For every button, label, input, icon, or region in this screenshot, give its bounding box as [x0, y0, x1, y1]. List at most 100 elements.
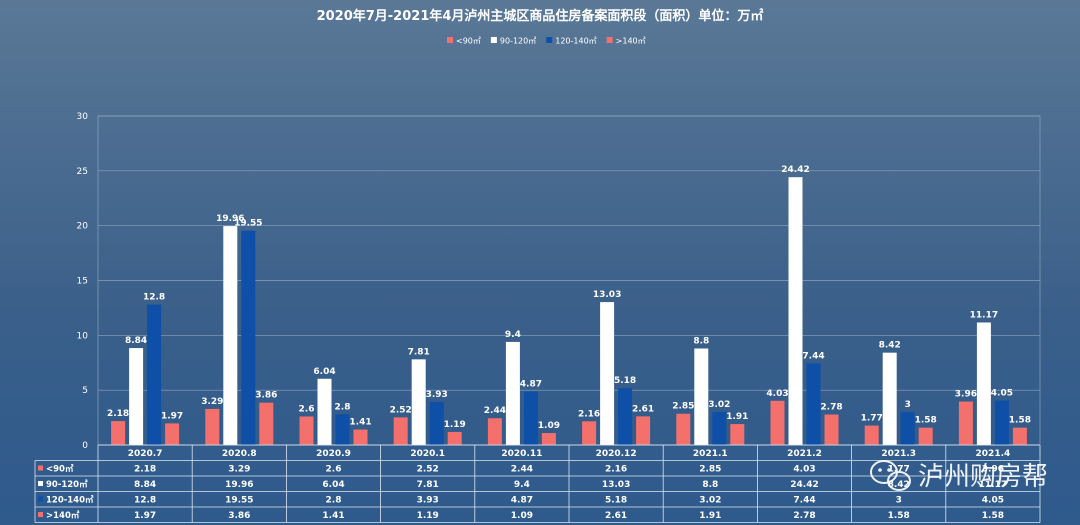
table-legend-key [38, 496, 43, 502]
bar [165, 423, 180, 445]
bar [676, 413, 691, 445]
bar [393, 417, 408, 445]
table-cell: 2.78 [793, 511, 815, 521]
table-cell: 1.91 [699, 511, 721, 521]
table-cell: 3.29 [228, 465, 250, 475]
data-label: 2.52 [390, 405, 412, 415]
watermark-text: 泸州购房帮 [918, 462, 1048, 492]
table-cell: 8.42 [888, 480, 910, 490]
table-cell: 1.41 [322, 511, 344, 521]
data-label: 9.4 [505, 330, 521, 340]
bar [447, 431, 462, 445]
data-label: 4.87 [520, 380, 542, 390]
table-cell: 12.8 [134, 496, 156, 506]
table-cell: 1.09 [511, 511, 533, 521]
legend: <90㎡ 90-120㎡ 120-140㎡ >140㎡ [447, 37, 646, 46]
table-row-header: >140㎡ [46, 510, 80, 521]
data-label: 4.03 [766, 389, 788, 399]
legend-swatch [606, 37, 613, 43]
legend-label: >140㎡ [616, 37, 646, 46]
data-label: 19.55 [234, 219, 262, 229]
table-cell: 2.61 [605, 511, 627, 521]
data-label: 1.41 [349, 418, 371, 428]
bar [111, 421, 126, 445]
data-label: 2.61 [632, 404, 654, 414]
bar [129, 348, 144, 445]
chart-title: 2020年7月-2021年4月泸州主城区商品住房备案面积段（面积）单位：万㎡ [317, 8, 764, 24]
data-label: 7.44 [802, 351, 824, 361]
gridlines [97, 115, 1041, 446]
data-label: 1.09 [538, 421, 560, 431]
data-label: 3.86 [255, 391, 277, 401]
table-cell: 19.55 [225, 496, 253, 506]
legend-label: 120-140㎡ [555, 37, 596, 46]
bar [541, 433, 556, 445]
bar [882, 352, 897, 445]
bar [411, 359, 426, 445]
bar [1012, 427, 1027, 445]
table-cell: 1.77 [888, 465, 910, 475]
bar [770, 400, 785, 445]
bar [582, 421, 597, 445]
table-cell: 2.85 [699, 465, 721, 475]
bar [523, 391, 538, 445]
table-cell: 2.8 [326, 496, 342, 506]
x-tick-label: 2020.1 [410, 449, 445, 459]
bar [694, 348, 709, 445]
table-cell: 2.6 [326, 465, 342, 475]
y-tick-label: 5 [82, 386, 88, 396]
data-label: 24.42 [781, 165, 809, 175]
table-cell: 7.81 [417, 480, 439, 490]
table-legend-key [38, 481, 43, 486]
data-label: 2.6 [299, 404, 315, 414]
y-axis: 0 5 10 15 20 25 30 [77, 112, 89, 451]
table-legend-key [38, 465, 43, 471]
bar [335, 414, 350, 445]
table-cell: 2.44 [511, 465, 533, 475]
y-tick-label: 20 [77, 222, 89, 232]
bars [111, 177, 1027, 445]
table-cell: 1.19 [417, 511, 439, 521]
bar [429, 401, 444, 445]
legend-swatch [447, 37, 453, 43]
data-label: 3.02 [708, 400, 730, 410]
y-tick-label: 0 [82, 441, 88, 451]
data-label: 2.44 [484, 406, 506, 416]
bar [299, 416, 314, 445]
bar [976, 322, 991, 445]
bar [864, 425, 879, 445]
x-tick-label: 2020.9 [316, 449, 351, 459]
bar [205, 408, 220, 445]
x-tick-label: 2021.1 [693, 449, 728, 459]
data-label: 2.18 [107, 409, 129, 419]
bar [806, 363, 821, 445]
table-cell: 19.96 [225, 480, 253, 490]
data-label: 8.84 [125, 336, 147, 346]
x-tick-label: 2020.11 [501, 449, 542, 459]
table-cell: 8.84 [134, 480, 156, 490]
bar [600, 302, 615, 445]
data-label: 6.04 [313, 367, 335, 377]
bar [636, 416, 651, 445]
bar [317, 378, 332, 445]
x-tick-label: 2020.12 [596, 449, 637, 459]
bar [712, 411, 727, 445]
table-cell: 9.4 [514, 480, 530, 490]
bar [900, 412, 915, 445]
table-cell: 3.96 [982, 465, 1004, 475]
table-cell: 2.52 [417, 465, 439, 475]
data-label: 5.18 [614, 376, 636, 386]
bar [618, 388, 633, 445]
data-label: 3.93 [426, 390, 448, 400]
bar [241, 230, 256, 445]
data-label: 8.8 [693, 336, 709, 346]
data-label: 2.78 [820, 403, 842, 413]
table-cell: 3.86 [228, 511, 250, 521]
data-label: 12.8 [143, 293, 165, 303]
data-label: 8.42 [879, 341, 901, 351]
table-cell: 1.97 [134, 511, 156, 521]
bar [824, 414, 839, 445]
bar [788, 177, 803, 445]
